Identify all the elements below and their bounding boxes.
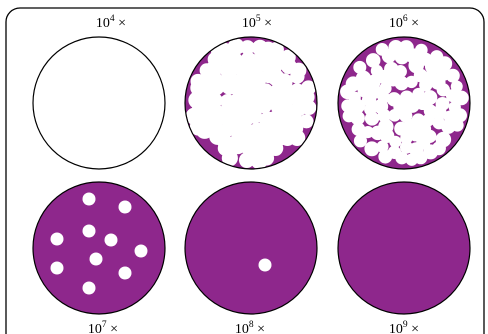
plaque: [415, 121, 432, 137]
petri-plate-5: [184, 181, 318, 315]
plate-lawn: [33, 182, 165, 314]
plaque: [82, 281, 96, 295]
plaque: [376, 69, 392, 85]
petri-plate-3: [337, 36, 471, 170]
plaque: [247, 108, 263, 124]
plaque: [432, 141, 446, 156]
plate-label-4: 107 ×: [88, 320, 118, 334]
plaque: [353, 60, 367, 74]
plaque: [431, 105, 447, 121]
plaque: [341, 99, 355, 113]
plaque: [422, 90, 438, 105]
plaque: [379, 82, 392, 95]
plaque: [104, 233, 118, 247]
plate-lawn: [338, 182, 470, 314]
plaque: [206, 77, 225, 96]
plaque: [342, 109, 356, 123]
plaque: [357, 83, 372, 98]
plaque-group: [50, 192, 148, 295]
plaque: [258, 258, 272, 272]
plaque: [364, 103, 377, 116]
plaque: [424, 69, 438, 83]
plate-label-3: 106 ×: [389, 14, 419, 31]
petri-plate-6: [337, 181, 471, 315]
plaque: [386, 92, 402, 107]
plaque: [368, 85, 382, 99]
plate-rim: [184, 181, 318, 315]
plaque: [452, 108, 468, 123]
plaque: [340, 84, 355, 100]
plaque: [227, 38, 245, 56]
plaque: [403, 118, 418, 134]
plaque: [118, 266, 132, 280]
plaque: [375, 42, 389, 56]
petri-plate-4: [32, 181, 166, 315]
diagram-frame: [5, 7, 485, 334]
plaque: [118, 200, 132, 214]
plaque: [387, 145, 402, 160]
plaque: [238, 152, 255, 168]
plaque-group: [340, 39, 469, 166]
plaque: [350, 98, 366, 114]
plaque: [413, 68, 428, 83]
plate-rim: [184, 36, 318, 170]
plaque: [290, 69, 305, 84]
plaque-group: [258, 258, 272, 272]
plaque: [134, 244, 148, 258]
plates-layer: [32, 36, 471, 315]
plate-rim: [32, 36, 166, 170]
plaque: [299, 114, 314, 129]
plaque: [370, 125, 385, 141]
plate-label-6: 109 ×: [389, 320, 419, 334]
plaque: [301, 100, 317, 116]
plaque: [82, 224, 96, 238]
plaque: [364, 141, 380, 157]
plaque: [240, 40, 255, 55]
plaque: [454, 90, 469, 106]
plate-label-2: 105 ×: [242, 14, 272, 31]
plate-rim: [337, 36, 471, 170]
plate-lawn: [185, 182, 317, 314]
plaque: [221, 150, 238, 167]
plaque: [259, 150, 275, 166]
plaque: [353, 134, 368, 148]
plaque: [217, 51, 233, 67]
plaque: [412, 87, 425, 101]
plate-label-5: 108 ×: [235, 320, 265, 334]
plaque: [388, 39, 404, 55]
plate-rim: [337, 181, 471, 315]
plaque: [450, 80, 463, 93]
plate-lawn: [33, 37, 165, 169]
plaque: [256, 98, 272, 114]
plaque: [389, 135, 402, 148]
plaque: [377, 108, 392, 123]
plaque: [408, 142, 424, 157]
plaque: [50, 232, 64, 246]
plaque: [50, 261, 64, 275]
petri-plate-1: [32, 36, 166, 170]
plaque: [89, 252, 103, 266]
plaque: [405, 153, 419, 166]
plaque: [404, 97, 420, 113]
plaque: [267, 140, 284, 156]
plaque: [82, 192, 96, 206]
plate-label-1: 104 ×: [96, 14, 126, 31]
plaque: [443, 110, 457, 124]
plate-rim: [32, 181, 166, 315]
plaque-group: [185, 38, 317, 169]
plaque: [376, 140, 389, 153]
plaque: [388, 109, 401, 122]
plaque: [288, 129, 306, 146]
plaque: [365, 53, 381, 68]
plaque: [418, 52, 433, 66]
plaque: [405, 48, 422, 64]
petri-plate-2: [184, 36, 318, 170]
plaque: [437, 56, 453, 72]
